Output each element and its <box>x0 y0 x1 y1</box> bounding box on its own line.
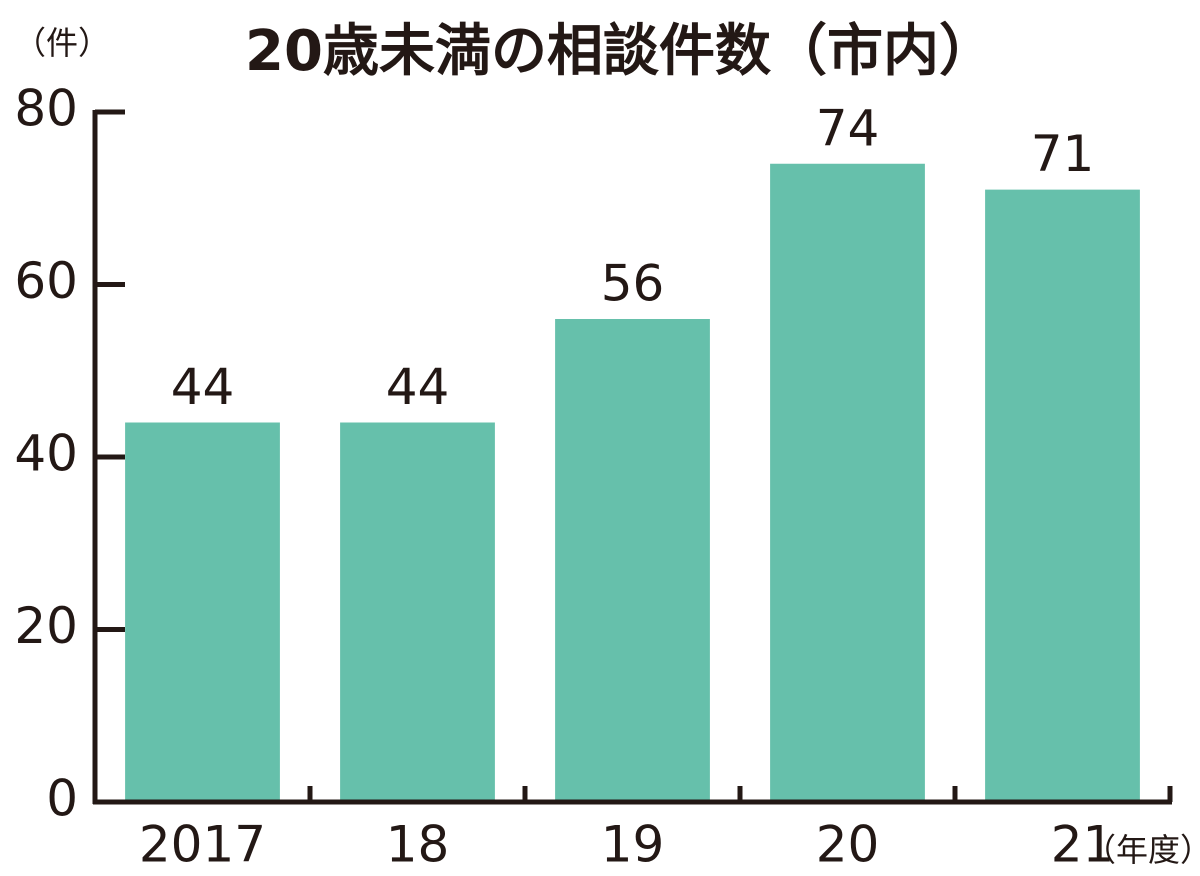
bar <box>125 422 280 802</box>
chart-title: 20歳未満の相談件数（市内） <box>245 19 995 84</box>
y-tick-label: 20 <box>14 597 78 655</box>
x-tick-label: 21 <box>1051 816 1115 874</box>
x-tick-label: 18 <box>386 816 450 874</box>
value-label: 44 <box>171 358 235 416</box>
y-tick-label: 60 <box>14 252 78 310</box>
y-tick-label: 80 <box>14 80 78 138</box>
y-axis-unit: （件） <box>14 24 110 62</box>
value-label: 44 <box>386 358 450 416</box>
x-axis-unit: （年度） <box>1084 831 1200 869</box>
value-label: 74 <box>816 99 880 157</box>
bar <box>340 422 495 802</box>
x-tick-label: 2017 <box>139 816 266 874</box>
y-tick-label: 0 <box>46 770 78 828</box>
value-label: 71 <box>1031 125 1095 183</box>
y-tick-label: 40 <box>14 425 78 483</box>
value-label: 56 <box>601 255 665 313</box>
x-tick-label: 20 <box>816 816 880 874</box>
bar <box>770 163 925 802</box>
x-tick-label: 19 <box>601 816 665 874</box>
bar <box>555 319 710 802</box>
bar <box>985 189 1140 802</box>
